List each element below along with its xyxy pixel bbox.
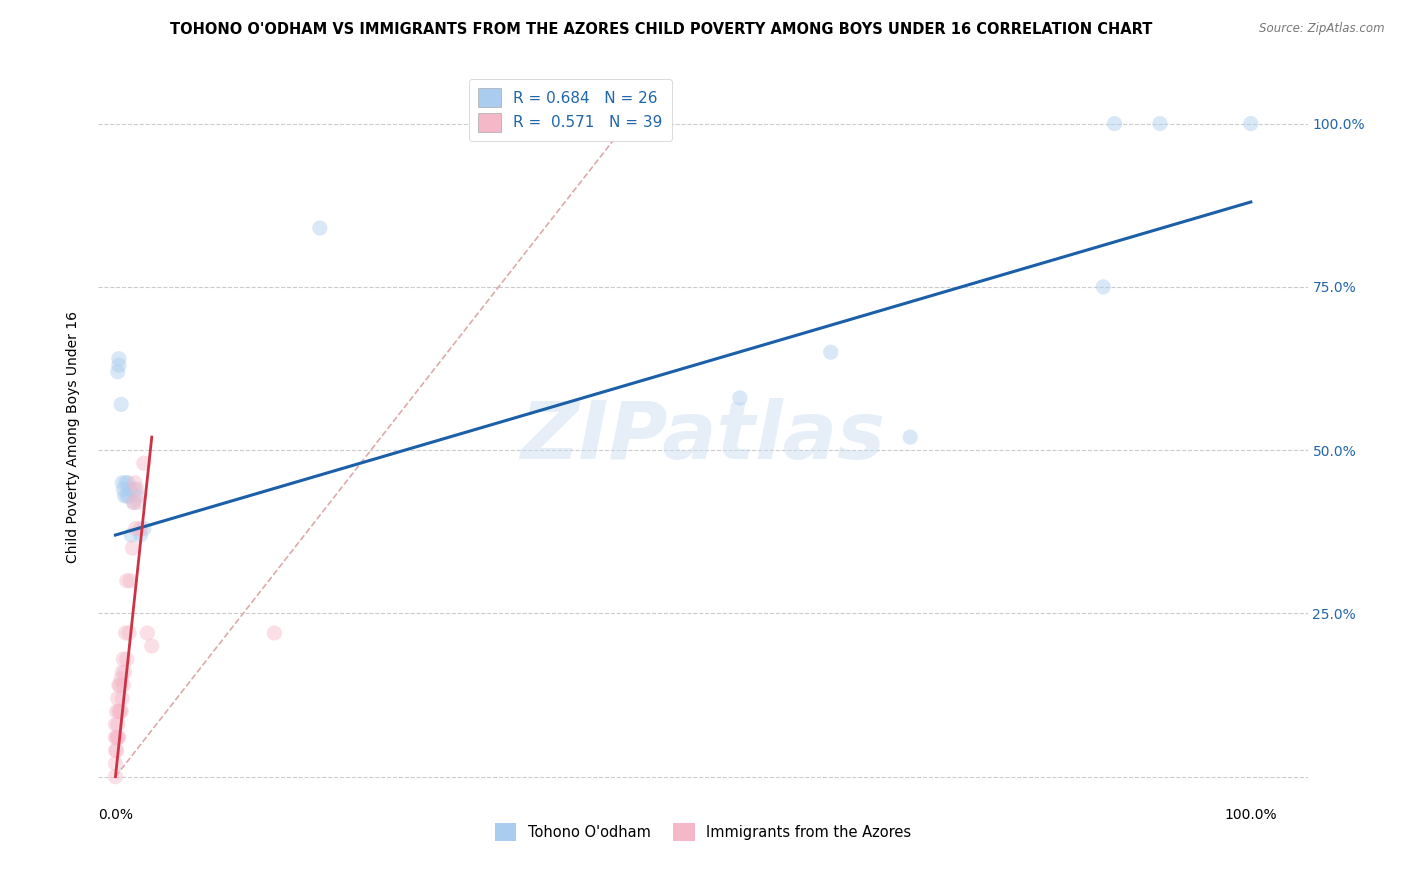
Point	[105, 705, 128, 719]
Point	[114, 489, 136, 503]
Point	[105, 731, 128, 745]
Point	[107, 731, 129, 745]
Point	[112, 652, 135, 666]
Point	[263, 626, 285, 640]
Point	[110, 397, 132, 411]
Point	[122, 495, 145, 509]
Point	[120, 528, 142, 542]
Point	[141, 639, 163, 653]
Point	[110, 672, 132, 686]
Point	[308, 221, 330, 235]
Point	[108, 351, 131, 366]
Point	[115, 489, 138, 503]
Text: TOHONO O'ODHAM VS IMMIGRANTS FROM THE AZORES CHILD POVERTY AMONG BOYS UNDER 16 C: TOHONO O'ODHAM VS IMMIGRANTS FROM THE AZ…	[170, 22, 1152, 37]
Point	[105, 743, 128, 757]
Point	[108, 678, 131, 692]
Point	[114, 626, 136, 640]
Point	[124, 483, 146, 497]
Point	[728, 391, 751, 405]
Point	[132, 521, 155, 535]
Y-axis label: Child Poverty Among Boys Under 16: Child Poverty Among Boys Under 16	[66, 311, 80, 563]
Point	[110, 705, 132, 719]
Text: ZIPatlas: ZIPatlas	[520, 398, 886, 476]
Point	[129, 521, 152, 535]
Point	[1149, 117, 1171, 131]
Point	[111, 475, 134, 490]
Point	[107, 717, 129, 731]
Point	[115, 652, 138, 666]
Point	[107, 691, 129, 706]
Point	[112, 483, 135, 497]
Point	[127, 495, 149, 509]
Point	[114, 475, 136, 490]
Point	[108, 731, 131, 745]
Point	[120, 483, 142, 497]
Point	[129, 528, 152, 542]
Point	[104, 731, 127, 745]
Point	[118, 489, 141, 503]
Point	[111, 691, 134, 706]
Point	[132, 456, 155, 470]
Point	[108, 705, 131, 719]
Point	[111, 665, 134, 680]
Point	[112, 678, 135, 692]
Point	[124, 475, 146, 490]
Point	[108, 358, 131, 372]
Point	[104, 756, 127, 771]
Point	[120, 574, 142, 588]
Legend: Tohono O'odham, Immigrants from the Azores: Tohono O'odham, Immigrants from the Azor…	[489, 817, 917, 847]
Point	[107, 365, 129, 379]
Point	[122, 495, 145, 509]
Point	[125, 489, 148, 503]
Point	[898, 430, 921, 444]
Point	[104, 717, 127, 731]
Point	[1240, 117, 1263, 131]
Point	[115, 574, 138, 588]
Point	[118, 626, 141, 640]
Point	[820, 345, 842, 359]
Point	[125, 521, 148, 535]
Point	[108, 705, 131, 719]
Point	[108, 678, 131, 692]
Point	[121, 541, 143, 555]
Point	[104, 743, 127, 757]
Text: Source: ZipAtlas.com: Source: ZipAtlas.com	[1260, 22, 1385, 36]
Point	[104, 770, 127, 784]
Point	[125, 483, 148, 497]
Point	[117, 475, 139, 490]
Point	[136, 626, 159, 640]
Point	[1104, 117, 1126, 131]
Point	[1092, 280, 1115, 294]
Point	[114, 665, 136, 680]
